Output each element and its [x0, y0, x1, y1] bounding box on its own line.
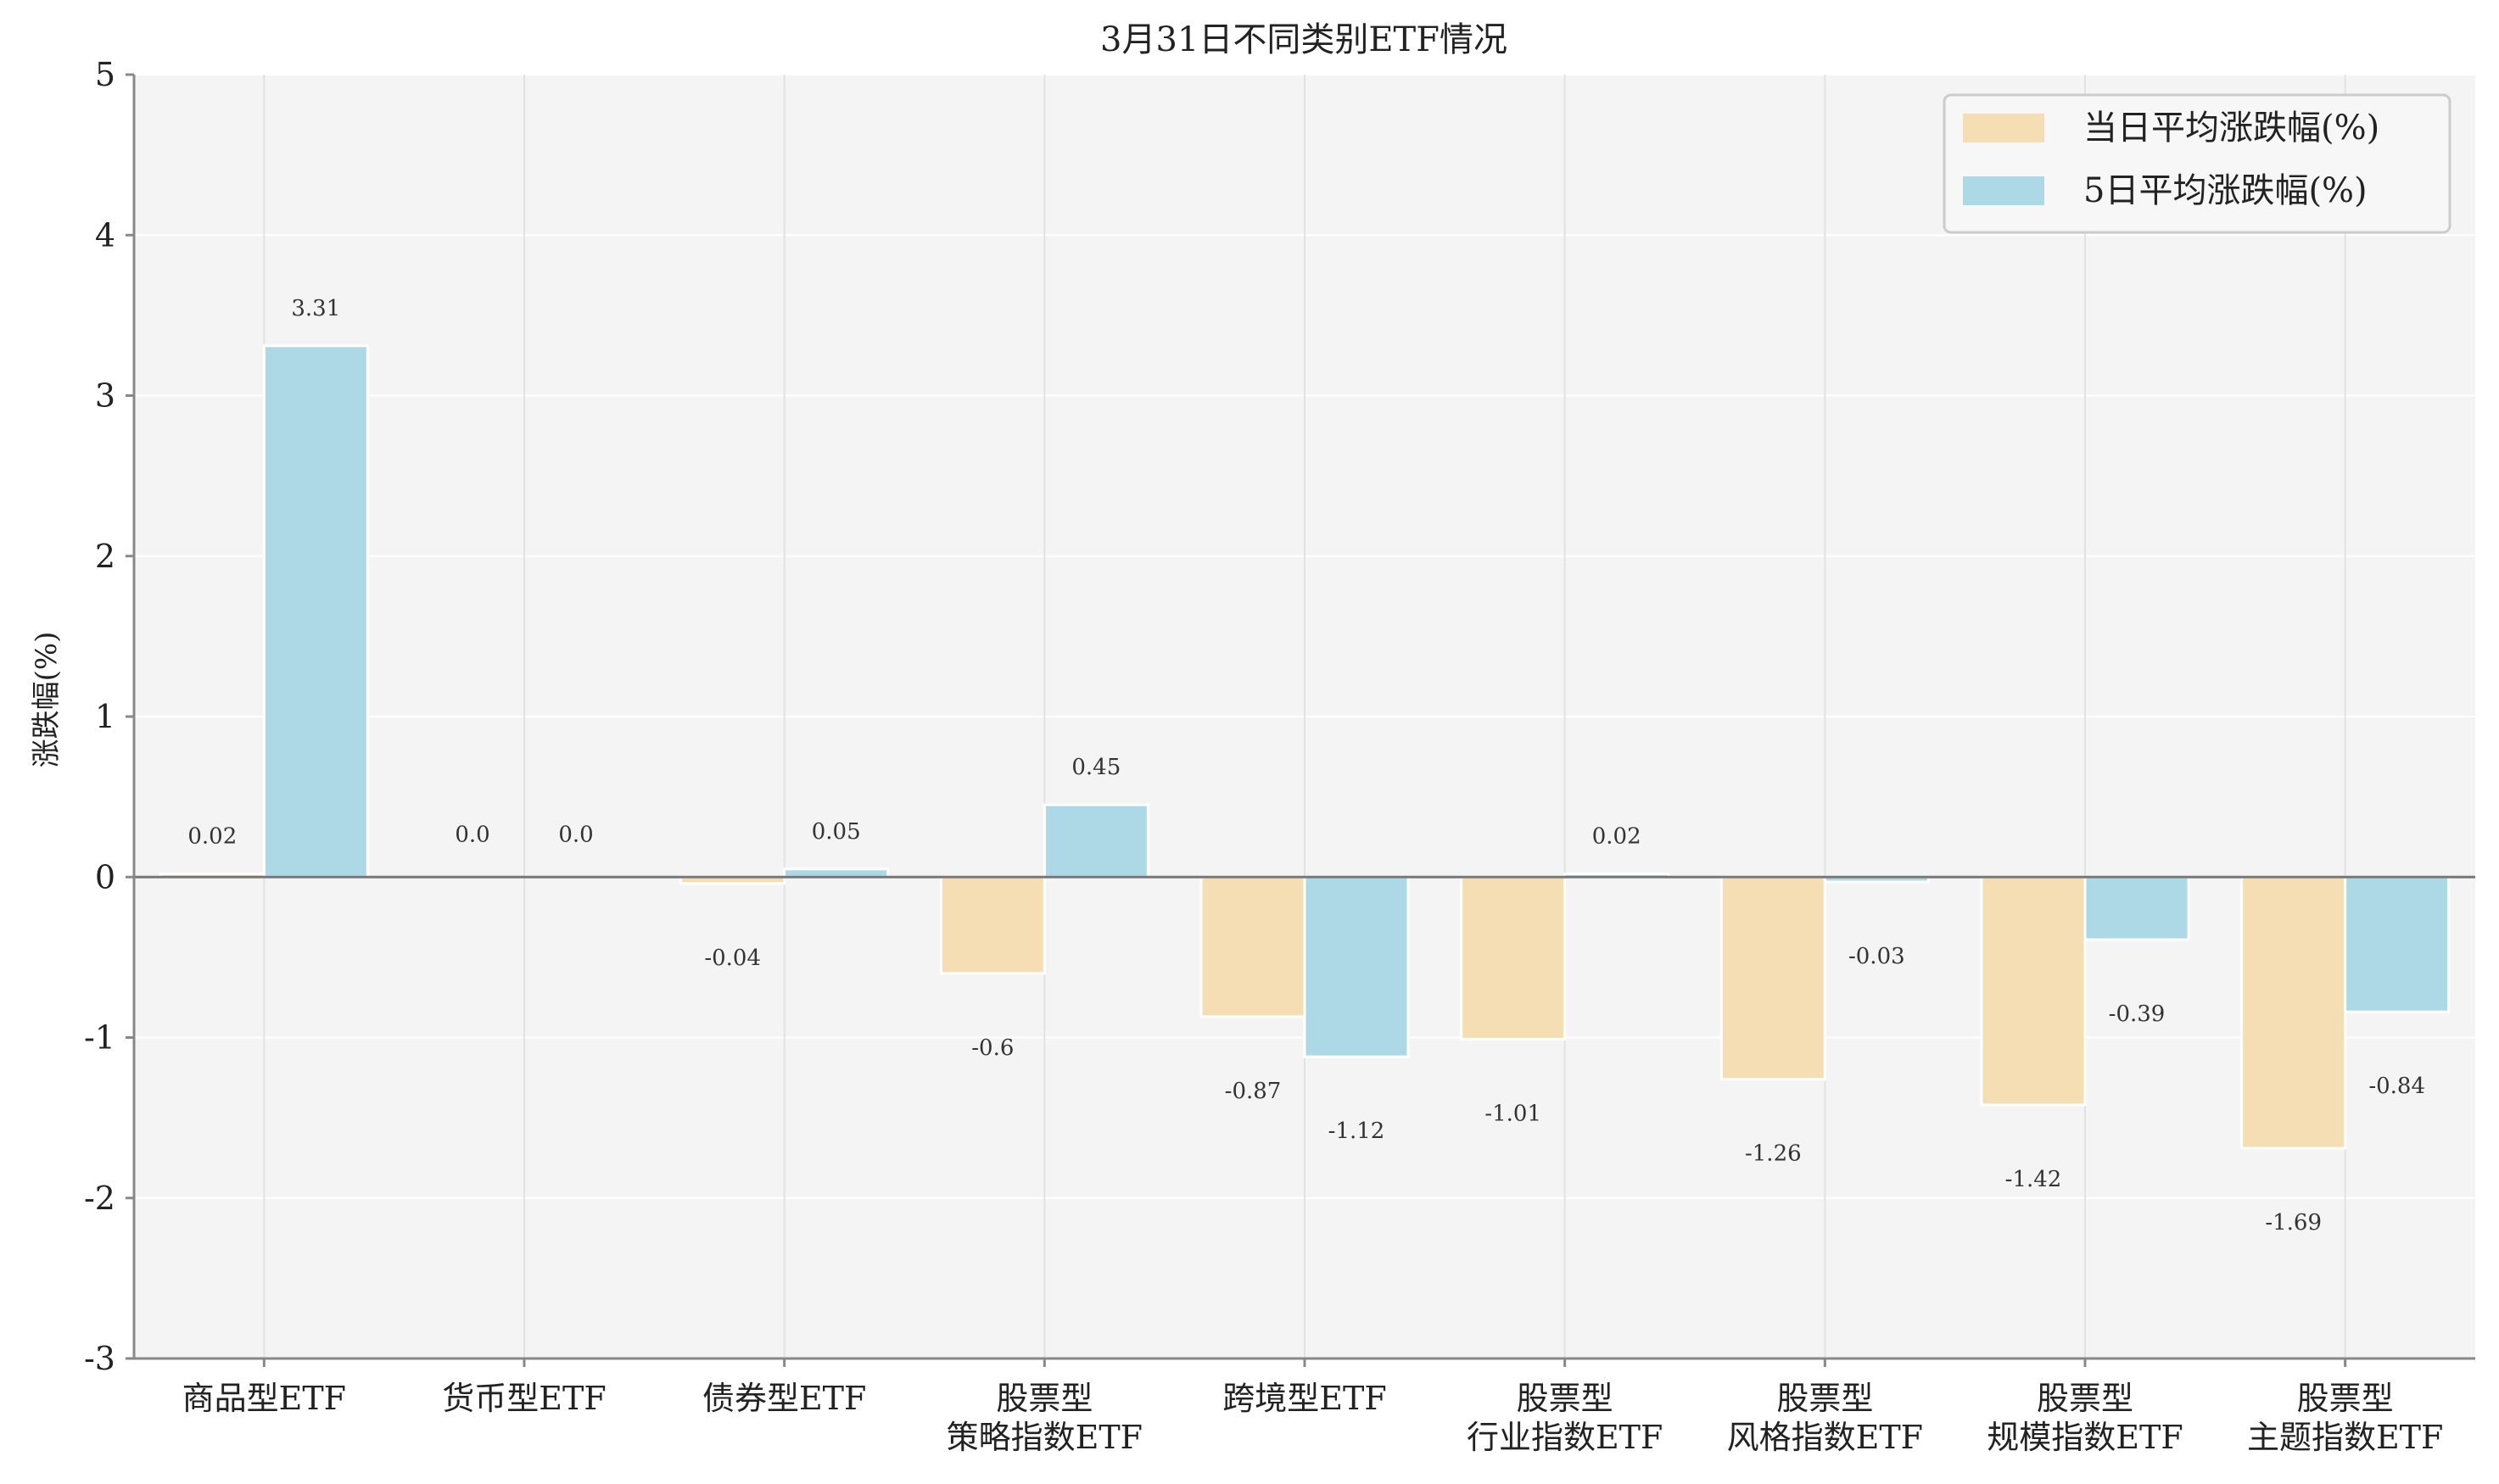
data-label: 0.45 — [1071, 755, 1121, 780]
x-tick-label: 债券型ETF — [702, 1380, 866, 1417]
data-label: -0.87 — [1225, 1079, 1282, 1104]
y-tick-label: 4 — [95, 216, 115, 254]
bar — [1043, 803, 1149, 879]
legend-label: 5日平均涨跌幅(%) — [2083, 171, 2368, 210]
plot-area: 0.02 0.0-0.04-0.6-0.87-1.01-1.26-1.42-1.6… — [84, 56, 2475, 1456]
bar — [939, 875, 1046, 975]
data-label: 0.02 — [187, 823, 237, 849]
legend-swatch — [1963, 114, 2044, 142]
y-tick-label: 5 — [95, 56, 115, 93]
data-label: -0.84 — [2368, 1074, 2425, 1099]
bar — [1303, 875, 1410, 1058]
x-tick-label: 风格指数ETF — [1727, 1419, 1923, 1456]
data-label: -1.42 — [2005, 1167, 2062, 1192]
y-tick-label: -2 — [84, 1180, 115, 1217]
x-tick-label: 策略指数ETF — [947, 1419, 1143, 1456]
bar — [1719, 875, 1826, 1081]
x-tick-label: 股票型 — [2297, 1380, 2394, 1417]
y-axis-title: 涨跌幅(%) — [30, 632, 64, 768]
legend: 当日平均涨跌幅(%) 5日平均涨跌幅(%) — [1943, 93, 2451, 234]
bar — [2240, 875, 2347, 1150]
y-tick-label: -3 — [84, 1340, 115, 1377]
x-tick-label: 商品型ETF — [182, 1380, 346, 1417]
data-label: -0.39 — [2109, 1001, 2166, 1027]
y-tick-label: 0 — [95, 858, 115, 895]
legend-swatch — [1963, 176, 2044, 205]
x-tick-label: 股票型 — [1517, 1380, 1613, 1417]
legend-label: 当日平均涨跌幅(%) — [2083, 109, 2379, 148]
x-tick-label: 股票型 — [1776, 1380, 1873, 1417]
data-label: 0.05 — [812, 819, 861, 845]
data-label: -1.01 — [1484, 1101, 1541, 1126]
x-tick-label: 货币型ETF — [442, 1380, 606, 1417]
y-tick-label: -1 — [84, 1019, 115, 1057]
data-label: -0.04 — [704, 946, 761, 971]
y-tick-label: 3 — [95, 377, 115, 415]
data-label: -1.26 — [1745, 1141, 1802, 1167]
x-tick-label: 跨境型ETF — [1222, 1380, 1386, 1417]
x-tick-label: 规模指数ETF — [1987, 1419, 2183, 1456]
y-tick-label: 2 — [95, 538, 115, 575]
x-tick-label: 主题指数ETF — [2247, 1419, 2443, 1456]
bar — [2083, 875, 2190, 941]
data-label: -0.6 — [971, 1035, 1014, 1061]
bar — [262, 344, 369, 879]
x-tick-label: 行业指数ETF — [1467, 1419, 1663, 1456]
bar — [1980, 875, 2087, 1107]
x-tick-label: 股票型 — [2037, 1380, 2133, 1417]
x-tick-label: 股票型 — [996, 1380, 1093, 1417]
chart-title: 3月31日不同类别ETF情况 — [1100, 20, 1507, 59]
data-label: -0.03 — [1848, 944, 1905, 969]
data-label: 0.0 — [455, 822, 489, 847]
data-label: 0.0 — [558, 822, 593, 847]
data-label: -1.12 — [1328, 1119, 1385, 1144]
bar — [2344, 875, 2451, 1013]
legend-box — [1943, 93, 2451, 234]
data-label: -1.69 — [2265, 1210, 2322, 1236]
y-tick-label: 1 — [95, 698, 115, 735]
data-label: 0.02 — [1592, 823, 1641, 849]
bar — [1199, 875, 1306, 1018]
data-label: 3.31 — [291, 296, 340, 321]
bar — [1460, 875, 1567, 1040]
